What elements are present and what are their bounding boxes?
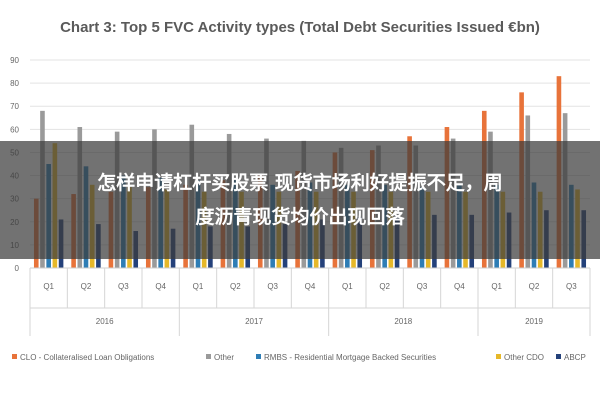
legend: CLO - Collateralised Loan Obligations Oth…: [12, 353, 586, 362]
legend-swatch: [256, 354, 261, 359]
legend-label: Other: [214, 353, 234, 362]
overlay-line-1: 怎样申请杠杆买股票 现货市场利好提振不足，周: [97, 172, 503, 194]
legend-swatch: [496, 354, 501, 359]
x-tick-label: Q3: [566, 282, 577, 291]
x-axis: Q1 Q2 Q3 Q4 Q1 Q2 Q3 Q4 Q1 Q2 Q3 Q4 Q1 Q2 Q3 2016 2017 20…: [29, 267, 591, 336]
y-tick-label: 80: [10, 79, 19, 88]
overlay-text: 怎样申请杠杆买股票 现货市场利好提振不足，周 度沥青现货均价出现回落: [15, 166, 585, 234]
legend-swatch: [556, 354, 561, 359]
legend-swatch: [206, 354, 211, 359]
legend-label: ABCP: [564, 353, 586, 362]
x-tick-label: Q3: [118, 282, 129, 291]
overlay-banner: 怎样申请杠杆买股票 现货市场利好提振不足，周 度沥青现货均价出现回落: [0, 141, 600, 259]
legend-label: RMBS - Residential Mortgage Backed Secur…: [264, 353, 436, 362]
y-tick-label: 70: [10, 102, 19, 111]
y-tick-label: 90: [10, 56, 19, 65]
x-tick-label: Q4: [454, 282, 465, 291]
year-label: 2017: [245, 317, 263, 326]
legend-label: CLO - Collateralised Loan Obligations: [20, 353, 154, 362]
x-tick-label: Q2: [529, 282, 540, 291]
x-tick-label: Q2: [81, 282, 92, 291]
x-tick-label: Q2: [230, 282, 241, 291]
x-tick-label: Q1: [342, 282, 353, 291]
legend-swatch: [12, 354, 17, 359]
y-tick-label: 0: [15, 264, 20, 273]
x-tick-label: Q4: [305, 282, 316, 291]
x-tick-label: Q1: [193, 282, 204, 291]
x-tick-label: Q2: [379, 282, 390, 291]
y-tick-label: 60: [10, 125, 19, 134]
overlay-line-2: 度沥青现货均价出现回落: [195, 206, 405, 228]
chart-title: Chart 3: Top 5 FVC Activity types (Total…: [60, 19, 540, 36]
x-tick-label: Q3: [267, 282, 278, 291]
x-tick-label: Q1: [43, 282, 54, 291]
year-label: 2018: [394, 317, 412, 326]
year-label: 2019: [525, 317, 543, 326]
legend-label: Other CDO: [504, 353, 544, 362]
x-tick-label: Q3: [417, 282, 428, 291]
year-label: 2016: [96, 317, 114, 326]
x-tick-label: Q1: [491, 282, 502, 291]
x-tick-label: Q4: [155, 282, 166, 291]
